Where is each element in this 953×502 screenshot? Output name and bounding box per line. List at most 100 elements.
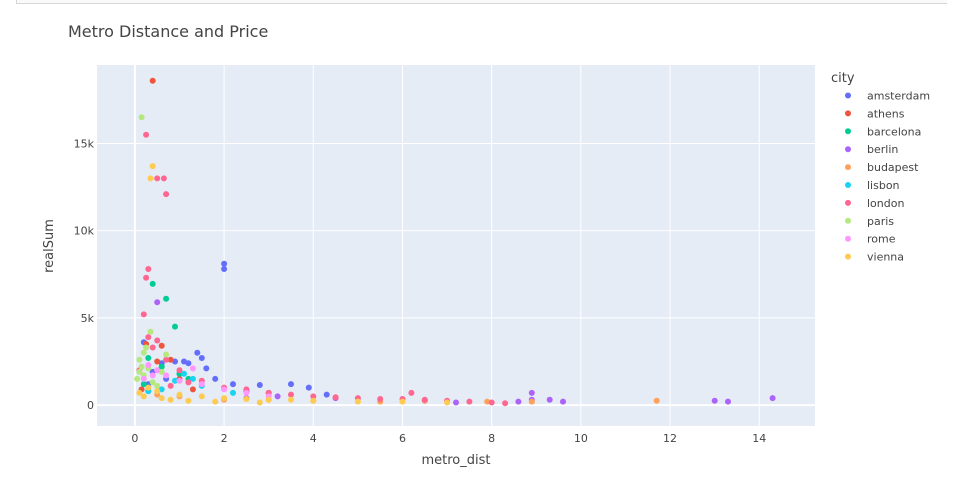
point-vienna (140, 393, 147, 400)
point-london (149, 344, 156, 351)
x-tick-label: 10 (574, 432, 588, 445)
point-vienna (145, 384, 152, 391)
point-rome (243, 389, 250, 396)
point-london (332, 394, 339, 401)
point-vienna (243, 396, 250, 402)
legend-item-barcelona[interactable]: barcelona (845, 125, 921, 138)
point-london (185, 379, 192, 386)
point-berlin (711, 397, 718, 404)
point-berlin (274, 393, 281, 400)
point-amsterdam (194, 349, 201, 356)
point-athens (189, 386, 196, 393)
point-budapest (484, 398, 491, 405)
x-tick-label: 14 (752, 432, 766, 445)
point-rome (154, 367, 161, 374)
point-london (408, 389, 415, 396)
legend-marker (845, 253, 851, 260)
point-paris (138, 114, 145, 121)
y-axis-ticks: 0 5k 10k 15k (74, 137, 95, 412)
y-tick-label: 0 (87, 399, 94, 412)
legend-item-amsterdam[interactable]: amsterdam (845, 90, 930, 103)
y-axis-label: realSum (42, 219, 57, 273)
point-london (163, 356, 170, 363)
point-london (163, 191, 170, 198)
x-axis-ticks: 0 2 4 6 8 10 12 14 (131, 432, 766, 445)
right-edge (947, 0, 953, 502)
point-lisbon (189, 375, 196, 382)
point-rome (145, 362, 152, 368)
legend-label: budapest (867, 161, 919, 174)
point-berlin (515, 398, 522, 405)
point-london (143, 131, 150, 138)
point-paris (136, 368, 143, 375)
point-paris (147, 328, 154, 335)
point-london (140, 311, 147, 318)
y-tick-label: 15k (74, 137, 95, 150)
point-vienna (354, 398, 361, 405)
point-berlin (528, 389, 535, 396)
legend-item-vienna[interactable]: vienna (845, 251, 904, 264)
point-london (377, 396, 384, 402)
legend-item-budapest[interactable]: budapest (845, 161, 919, 174)
point-paris (163, 351, 170, 358)
point-paris (154, 382, 161, 389)
legend-marker (845, 128, 851, 135)
point-paris (136, 356, 143, 363)
point-athens (167, 356, 174, 363)
point-rome (189, 365, 196, 372)
point-vienna (256, 399, 263, 406)
legend-item-berlin[interactable]: berlin (845, 143, 898, 156)
legend-label: london (867, 197, 904, 210)
point-amsterdam (203, 365, 210, 372)
point-vienna (147, 175, 154, 182)
point-athens (149, 77, 156, 84)
point-athens (158, 342, 165, 349)
legend-marker (845, 199, 851, 206)
point-barcelona (140, 381, 147, 388)
point-amsterdam (288, 381, 294, 388)
data-points (134, 77, 776, 407)
point-amsterdam (221, 260, 228, 267)
legend-label: barcelona (867, 125, 921, 138)
point-london (310, 393, 317, 400)
point-vienna (288, 396, 294, 403)
point-paris (138, 363, 145, 370)
point-vienna (149, 163, 156, 170)
point-amsterdam (185, 360, 192, 367)
legend-marker (845, 235, 851, 242)
legend-marker (845, 217, 851, 224)
legend-item-athens[interactable]: athens (845, 107, 905, 120)
point-london (145, 334, 152, 341)
point-paris (143, 344, 150, 351)
legend-title: city (831, 71, 855, 86)
point-vienna (212, 398, 219, 405)
legend-item-rome[interactable]: rome (845, 233, 896, 246)
point-amsterdam (212, 375, 219, 382)
point-rome (149, 372, 156, 379)
point-london (176, 367, 183, 374)
legend-item-lisbon[interactable]: lisbon (845, 179, 900, 192)
point-vienna (310, 397, 317, 404)
point-budapest (528, 398, 535, 405)
point-london (502, 400, 509, 407)
x-tick-label: 6 (399, 432, 406, 445)
point-barcelona (163, 295, 170, 302)
legend-item-paris[interactable]: paris (845, 215, 894, 228)
point-vienna (444, 399, 451, 406)
point-berlin (769, 395, 776, 402)
point-berlin (546, 396, 553, 403)
point-vienna (221, 395, 228, 402)
legend-label: amsterdam (867, 90, 930, 103)
y-tick-label: 5k (81, 312, 95, 325)
point-athens (154, 358, 161, 365)
legend[interactable]: city amsterdam athens barcelona berlin budap… (831, 71, 930, 264)
point-budapest (653, 397, 660, 404)
legend-item-london[interactable]: london (845, 197, 904, 210)
point-vienna (136, 389, 143, 396)
point-berlin (154, 299, 161, 306)
point-paris (158, 368, 165, 375)
point-barcelona (158, 363, 165, 370)
point-amsterdam (221, 266, 228, 272)
point-amsterdam (256, 382, 263, 388)
